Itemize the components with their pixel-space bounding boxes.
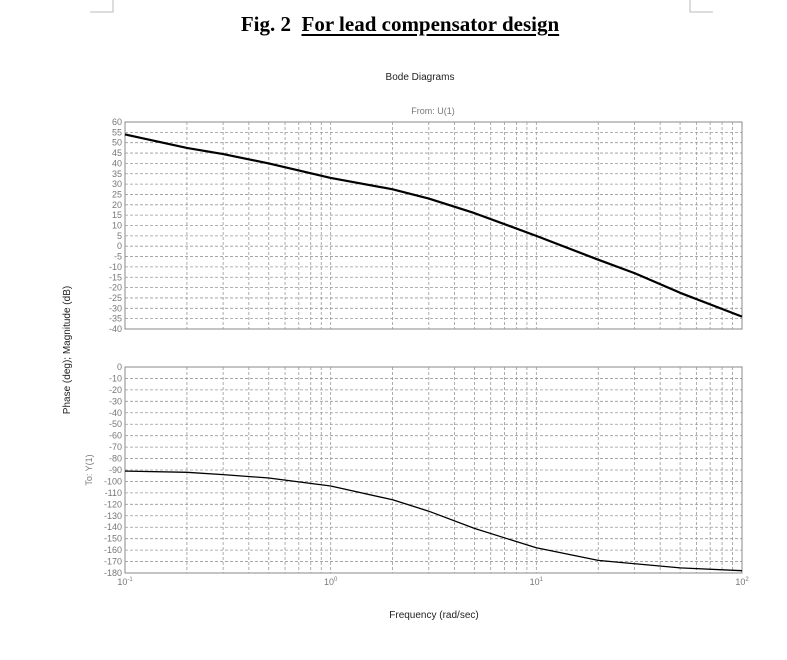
y-tick-label: -180 [104, 568, 122, 578]
y-tick-label: -40 [109, 324, 122, 334]
y-tick-label: 5 [117, 231, 122, 241]
y-tick-label: -35 [109, 314, 122, 324]
y-tick-label: -5 [114, 252, 122, 262]
y-tick-label: 50 [112, 138, 122, 148]
y-tick-label: -70 [109, 442, 122, 452]
x-tick-label: 100 [324, 577, 338, 587]
y-tick-label: 60 [112, 117, 122, 127]
y-tick-label: 30 [112, 179, 122, 189]
y-tick-label: -140 [104, 522, 122, 532]
y-tick-label: -10 [109, 373, 122, 383]
y-tick-label: 0 [117, 362, 122, 372]
x-tick-label: 101 [530, 577, 544, 587]
y-tick-label: 15 [112, 210, 122, 220]
output-label: To: Y(1) [84, 454, 94, 485]
y-tick-label: -80 [109, 454, 122, 464]
y-tick-label: -25 [109, 293, 122, 303]
y-tick-label: 35 [112, 169, 122, 179]
y-axis-label: Phase (deg); Magnitude (dB) [62, 286, 73, 414]
x-tick-label: 10-1 [117, 577, 133, 587]
page-corner-mark-left [90, 0, 114, 13]
figure-title: For lead compensator design [301, 12, 560, 36]
x-tick-label: 102 [735, 577, 749, 587]
y-tick-label: -150 [104, 534, 122, 544]
y-tick-label: -130 [104, 511, 122, 521]
y-tick-label: 55 [112, 127, 122, 137]
x-axis-label: Frequency (rad/sec) [389, 610, 478, 621]
input-label: From: U(1) [411, 106, 455, 116]
y-tick-label: -120 [104, 499, 122, 509]
y-tick-label: 25 [112, 189, 122, 199]
y-tick-label: -30 [109, 303, 122, 313]
phase-curve [124, 470, 743, 572]
y-tick-label: 20 [112, 200, 122, 210]
y-tick-label: -90 [109, 465, 122, 475]
y-tick-label: -30 [109, 396, 122, 406]
y-tick-label: -20 [109, 385, 122, 395]
y-tick-label: -40 [109, 408, 122, 418]
magnitude-curve [124, 133, 743, 318]
y-tick-label: 10 [112, 221, 122, 231]
page-corner-mark-right [689, 0, 713, 13]
y-tick-label: -50 [109, 419, 122, 429]
y-tick-label: -160 [104, 545, 122, 555]
chart-title: Bode Diagrams [386, 72, 455, 83]
y-tick-label: -100 [104, 476, 122, 486]
y-tick-label: -60 [109, 431, 122, 441]
y-tick-label: 45 [112, 148, 122, 158]
y-tick-label: -170 [104, 557, 122, 567]
y-tick-label: -15 [109, 272, 122, 282]
figure-caption: Fig. 2 For lead compensator design [0, 12, 787, 37]
y-tick-label: -20 [109, 283, 122, 293]
y-tick-label: -110 [105, 488, 122, 498]
y-tick-label: -10 [109, 262, 122, 272]
y-tick-label: 40 [112, 158, 122, 168]
y-tick-label: 0 [117, 241, 122, 251]
figure-number: Fig. 2 [240, 12, 292, 36]
